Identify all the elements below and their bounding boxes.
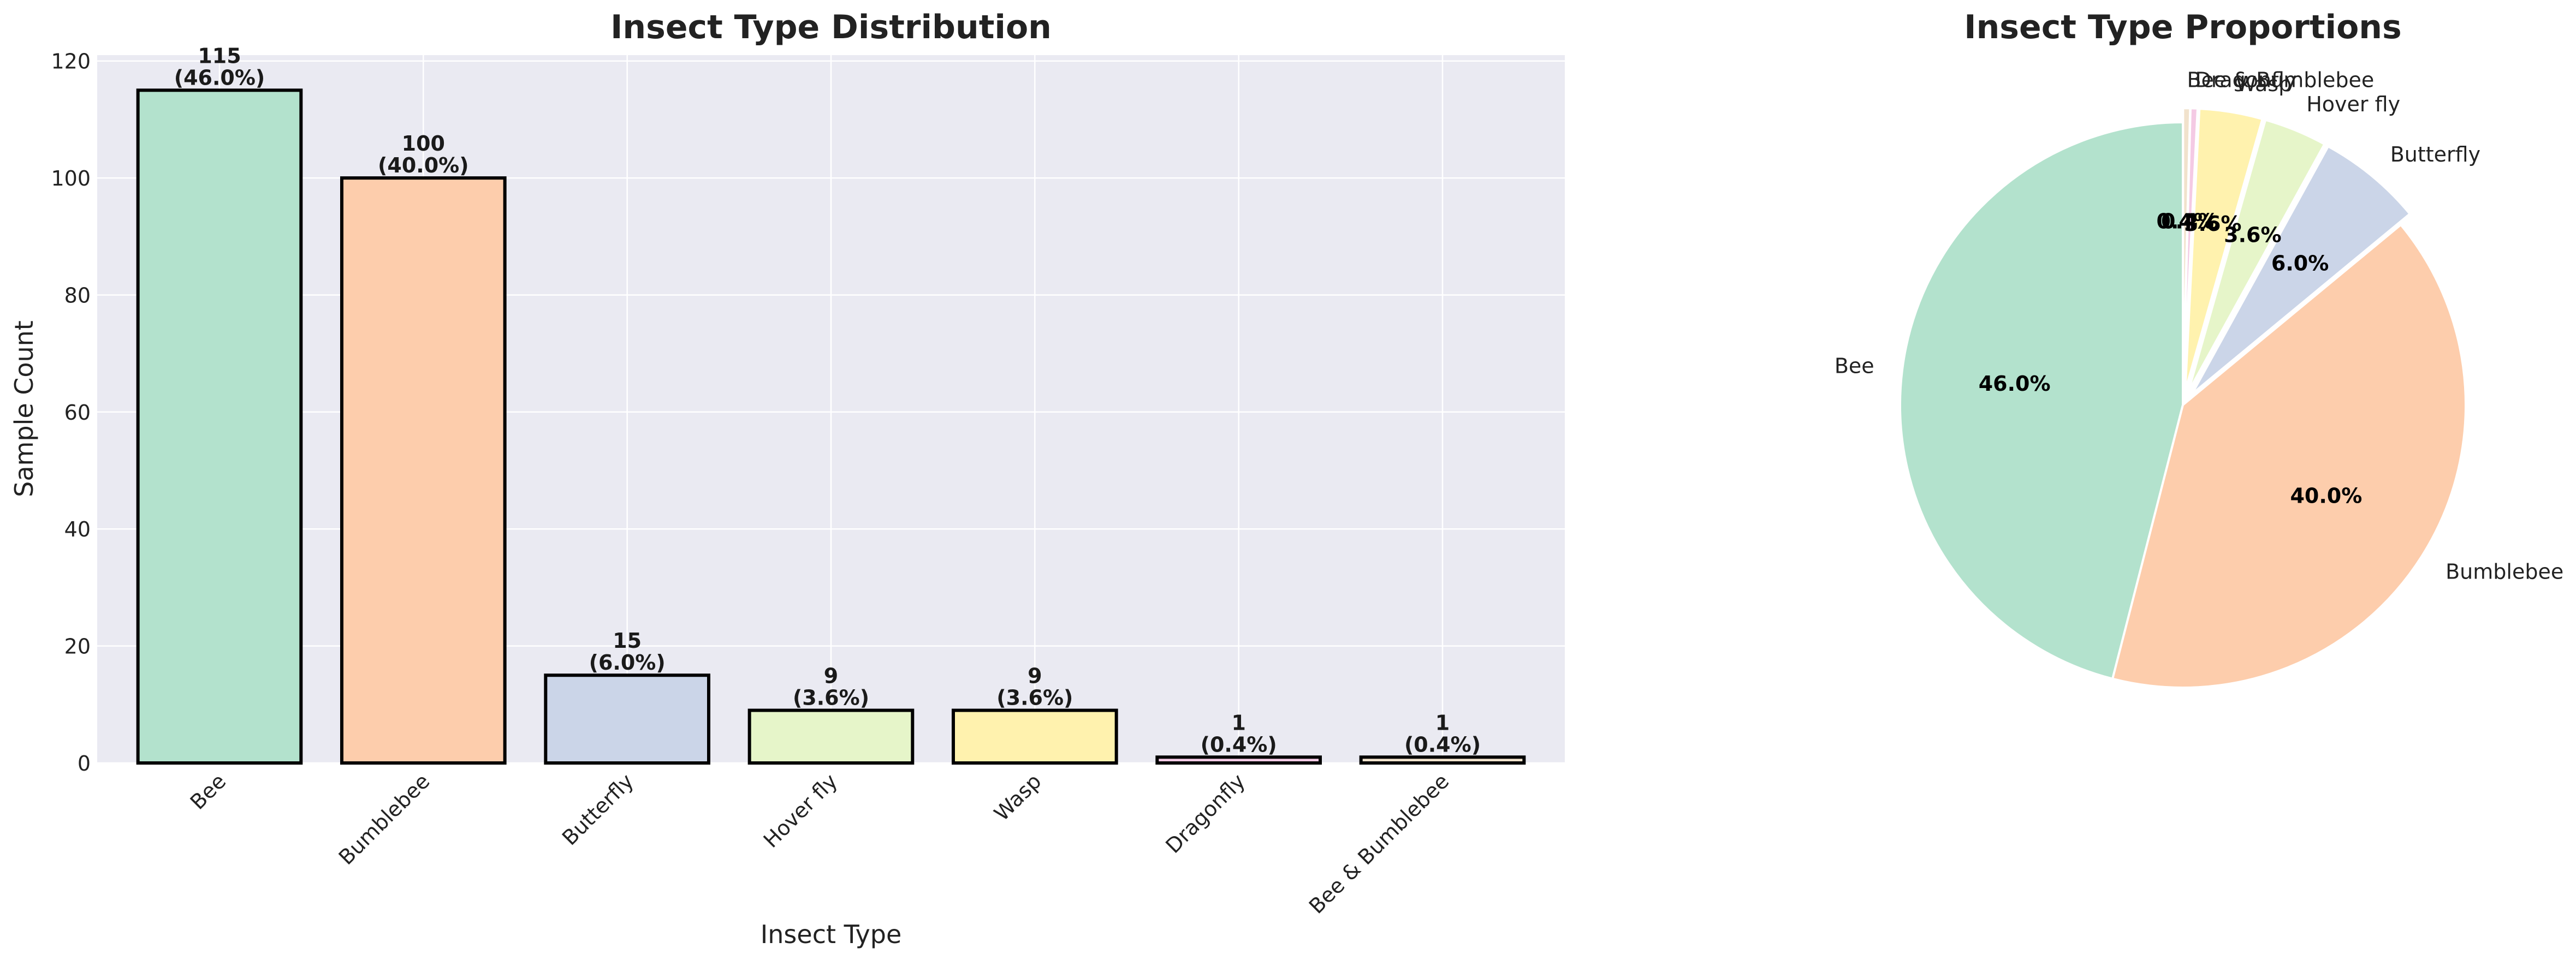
bar-marks <box>136 88 1526 765</box>
bar-y-tick-label: 60 <box>64 401 91 425</box>
bar-y-tick-label: 0 <box>78 752 91 776</box>
bar <box>1359 755 1526 765</box>
bar-value-label: (46.0%) <box>174 65 265 90</box>
bar-value-label: (40.0%) <box>378 153 469 177</box>
pie-category-label: Bee & Bumblebee <box>2187 68 2374 92</box>
pie-category-label: Bumblebee <box>2446 559 2563 583</box>
pie-wedge <box>2191 145 2412 395</box>
pie-chart-title: Insect Type Proportions <box>1964 8 2401 46</box>
pie-percent-label: 46.0% <box>1979 372 2051 396</box>
bar-value-label: (3.6%) <box>996 686 1073 710</box>
pie-percent-label: 40.0% <box>2290 484 2362 508</box>
bar-y-tick-label: 20 <box>64 635 91 659</box>
pie-percent-label: 3.6% <box>2224 223 2281 247</box>
bar-y-tick-label: 120 <box>51 50 91 74</box>
bar <box>952 708 1118 765</box>
pie-category-label: Dragonfly <box>2195 68 2296 92</box>
bar-value-label: (0.4%) <box>1404 732 1481 756</box>
pie-labels: Bee 46.0% Bumblebee 40.0% Butterfly 6.0% Hover… <box>1835 68 2563 583</box>
bar-value-label: 9 <box>1028 664 1042 688</box>
bar <box>747 708 915 765</box>
bar-x-axis-label: Insect Type <box>761 920 902 949</box>
bar-y-axis-label: Sample Count <box>9 320 39 497</box>
bar-y-tick-label: 100 <box>51 166 91 190</box>
bar <box>340 176 507 765</box>
bar-value-label: 9 <box>824 664 838 688</box>
pie-category-label: Wasp <box>2236 72 2292 96</box>
bar-value-label: 1 <box>1435 711 1450 735</box>
pie-category-label: Butterfly <box>2390 142 2480 166</box>
bar-chart: 0 20 40 60 80 100 120 Bee Bumblebee Butterfly Hove… <box>9 8 1565 949</box>
bar-value-label: (0.4%) <box>1201 732 1277 756</box>
bar-value-label: 15 <box>613 629 642 653</box>
bar-x-tick-label: Hover fly <box>759 769 842 852</box>
pie-percent-label: 6.0% <box>2271 252 2329 276</box>
bar-x-tick-label: Bee <box>186 769 231 814</box>
bar-value-label: 100 <box>402 132 445 156</box>
bar-value-labels: 115(46.0%)100(40.0%)15(6.0%)9(3.6%)9(3.6… <box>174 44 1481 756</box>
bar-y-tick-label: 40 <box>64 517 91 541</box>
bar-x-tick-label: Bee & Bumblebee <box>1304 769 1453 918</box>
bar <box>136 88 303 765</box>
pie-wedge <box>2111 223 2467 689</box>
bar-value-label: (6.0%) <box>589 651 666 675</box>
pie-wedge <box>2184 108 2264 391</box>
pie-percent-label: 0.4% <box>2157 209 2214 233</box>
pie-category-label: Hover fly <box>2306 92 2400 116</box>
bar <box>544 673 710 765</box>
pie-chart: Insect Type Proportions Bee 46.0% Bumblebe… <box>1835 8 2563 689</box>
bar-y-tick-label: 80 <box>64 283 91 307</box>
pie-category-label: Bee <box>1835 354 1874 378</box>
pie-percent-label: 0.4% <box>2161 210 2218 234</box>
bar-value-label: 1 <box>1231 711 1245 735</box>
bar-chart-title: Insect Type Distribution <box>610 8 1052 46</box>
pie-wedge <box>2182 107 2192 391</box>
bar <box>1155 755 1322 765</box>
bar-x-tick-label: Bumblebee <box>334 769 435 869</box>
bar-x-tick-label: Wasp <box>989 769 1046 825</box>
pie-wedge <box>1898 121 2184 681</box>
pie-wedges <box>1898 107 2467 689</box>
bar-x-tick-label: Dragonfly <box>1161 769 1250 858</box>
bar-value-label: (3.6%) <box>793 686 869 710</box>
bar-x-tick-label: Butterfly <box>557 769 638 850</box>
pie-wedge <box>2187 118 2326 393</box>
pie-percent-label: 3.6% <box>2184 212 2241 236</box>
bar-value-label: 115 <box>198 44 241 68</box>
